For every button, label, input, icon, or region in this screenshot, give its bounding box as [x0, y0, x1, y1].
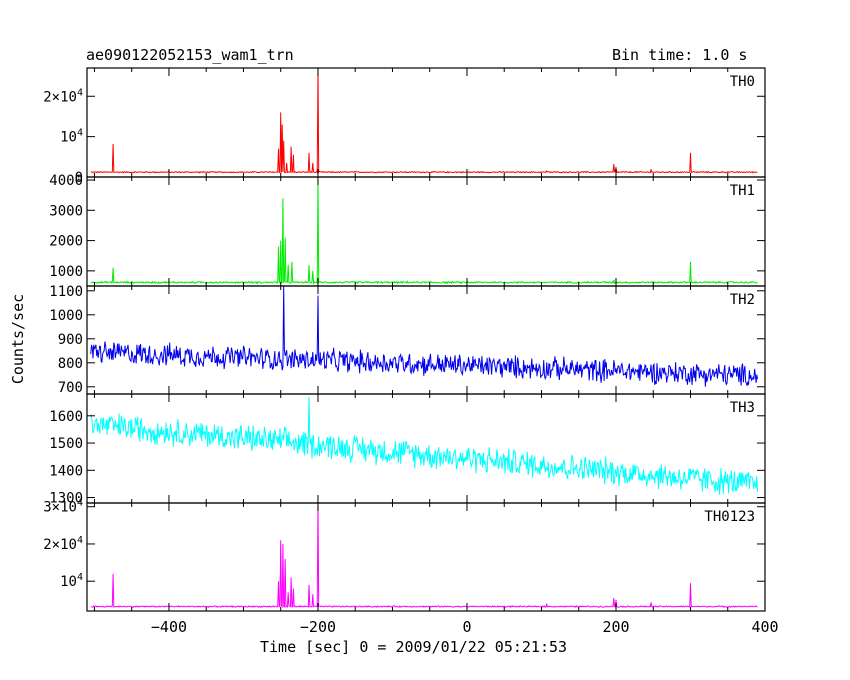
y-tick-label: 3×104 [43, 498, 83, 516]
chart-title: ae090122052153_wam1_trn [86, 46, 294, 64]
panel-th2: 700 800 900 1000 1100 TH2 [49, 284, 766, 396]
series-line-th3 [90, 396, 758, 495]
panel-th1: 1000 2000 3000 4000 TH1 [49, 173, 766, 287]
y-tick-label: 1500 [49, 436, 83, 452]
panel-frame [86, 176, 766, 287]
panel-frame [86, 502, 766, 612]
y-tick-label: 0 [75, 170, 83, 186]
y-tick-label: 2×104 [43, 535, 83, 553]
panel-frame [86, 67, 766, 178]
panel-frame [86, 393, 766, 504]
panel-th0123: 104 2×104 3×104 TH0123 [43, 498, 766, 612]
y-tick-label: 104 [60, 128, 83, 146]
panel-th0: 0 104 2×104 TH0 [43, 67, 766, 186]
y-tick-label: 104 [60, 572, 83, 590]
y-tick-label: 1000 [49, 308, 83, 324]
panel-label: TH0123 [704, 509, 755, 525]
y-tick-label: 2×104 [43, 87, 83, 105]
x-tick-label: −400 [151, 618, 187, 636]
y-tick-label: 1000 [49, 264, 83, 280]
y-tick-label: 4000 [49, 173, 83, 189]
y-tick-label: 1600 [49, 409, 83, 425]
panel-th3: 1300 1400 1500 1600 TH3 [49, 393, 766, 507]
y-tick-label: 1100 [49, 284, 83, 300]
y-tick-label: 1300 [49, 491, 83, 507]
series-line-th2 [90, 286, 758, 387]
panel-frame [86, 285, 766, 395]
y-axis-label: Counts/sec [9, 293, 27, 385]
series-line-th0 [90, 68, 758, 174]
x-axis-label: Time [sec] 0 = 2009/01/22 05:21:53 [260, 638, 568, 656]
x-tick-label: 400 [751, 618, 778, 636]
x-tick-label: 200 [602, 618, 629, 636]
panel-label: TH2 [730, 292, 755, 308]
y-tick-label: 800 [58, 356, 83, 372]
panel-label: TH3 [730, 400, 755, 416]
y-tick-label: 3000 [49, 203, 83, 219]
panel-label: TH1 [730, 183, 755, 199]
panel-label: TH0 [730, 74, 755, 90]
y-tick-label: 2000 [49, 234, 83, 250]
series-line-th0123 [90, 503, 758, 609]
bin-time-label: Bin time: 1.0 s [612, 46, 748, 64]
y-tick-label: 700 [58, 380, 83, 396]
x-tick-label: 0 [462, 618, 471, 636]
y-tick-label: 1400 [49, 463, 83, 479]
series-line-th1 [90, 177, 758, 285]
y-tick-label: 900 [58, 332, 83, 348]
x-tick-label: −200 [300, 618, 336, 636]
